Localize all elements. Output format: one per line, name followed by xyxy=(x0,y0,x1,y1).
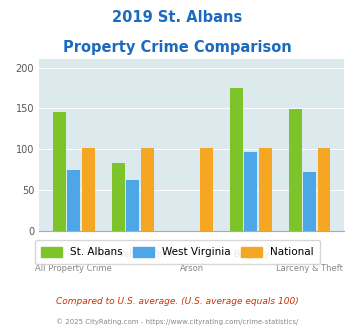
Text: © 2025 CityRating.com - https://www.cityrating.com/crime-statistics/: © 2025 CityRating.com - https://www.city… xyxy=(56,318,299,325)
Bar xyxy=(258,148,272,231)
Bar xyxy=(82,148,95,231)
Bar xyxy=(230,88,243,231)
Bar xyxy=(126,180,139,231)
Bar xyxy=(112,163,125,231)
Bar xyxy=(303,172,316,231)
Text: Larceny & Theft: Larceny & Theft xyxy=(276,264,343,273)
Bar xyxy=(244,152,257,231)
Bar xyxy=(317,148,331,231)
Text: Motor Vehicle Theft: Motor Vehicle Theft xyxy=(92,250,174,259)
Bar xyxy=(289,109,302,231)
Text: Burglary: Burglary xyxy=(233,250,269,259)
Bar xyxy=(141,148,154,231)
Legend: St. Albans, West Virginia, National: St. Albans, West Virginia, National xyxy=(35,240,320,264)
Text: Arson: Arson xyxy=(180,264,204,273)
Bar xyxy=(53,112,66,231)
Bar xyxy=(67,170,80,231)
Text: Compared to U.S. average. (U.S. average equals 100): Compared to U.S. average. (U.S. average … xyxy=(56,297,299,306)
Text: Property Crime Comparison: Property Crime Comparison xyxy=(63,40,292,54)
Text: All Property Crime: All Property Crime xyxy=(36,264,112,273)
Text: 2019 St. Albans: 2019 St. Albans xyxy=(113,10,242,25)
Bar xyxy=(200,148,213,231)
